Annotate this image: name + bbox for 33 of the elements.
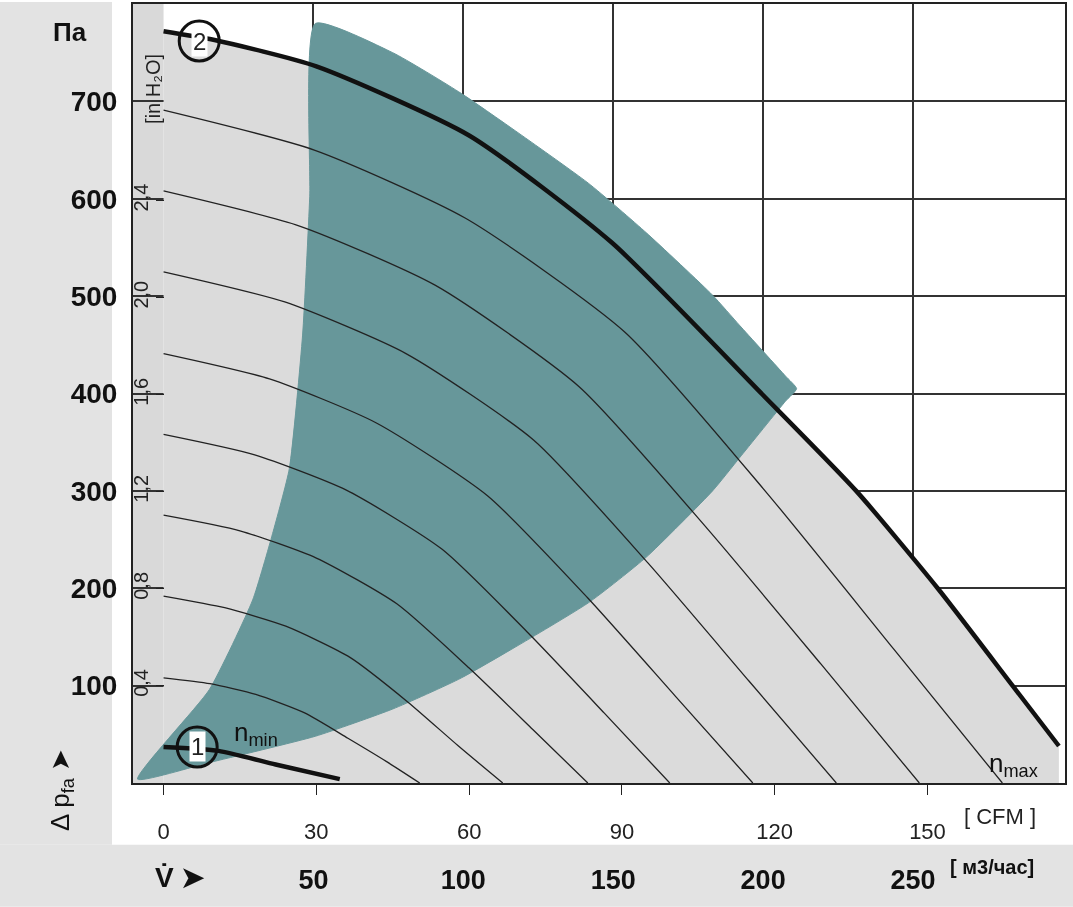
y-tick-label: 300 — [70, 475, 118, 507]
y2-tick-label: 2,4 — [129, 183, 152, 212]
y2-axis-title: [in H₂O] — [142, 53, 165, 124]
x2-axis-title: [ м3/час] — [950, 856, 1035, 878]
x-axis-title: [ CFM ] — [964, 804, 1037, 829]
text: Па — [53, 17, 87, 47]
annotation: 1 — [191, 733, 205, 760]
x-tick-label: 0 — [157, 819, 170, 845]
y2-tick-label: 0,8 — [129, 571, 152, 600]
y2-tick-label: 1,6 — [129, 377, 152, 406]
x-tick-label: 30 — [304, 819, 329, 845]
x-tick-label: 150 — [909, 819, 946, 845]
y-tick-label: 700 — [70, 86, 118, 118]
x-tick-label: 120 — [756, 819, 794, 845]
x2-tick-label: 50 — [298, 865, 329, 895]
annotation: n$_{max}$ — [989, 748, 1038, 782]
y2-tick-label: 0,4 — [129, 669, 152, 697]
x-tick-label: 60 — [456, 819, 482, 845]
annotation: n$_{min}$ — [234, 717, 278, 751]
y-tick-label: 100 — [70, 670, 118, 702]
x2-tick-label: 100 — [440, 865, 486, 895]
x-tick-label: 90 — [609, 819, 635, 845]
y2-tick-label: 2,0 — [129, 280, 152, 309]
x2-tick-label: 150 — [590, 865, 636, 895]
y-tick-label: 400 — [70, 378, 118, 410]
annotation: 2 — [193, 28, 207, 55]
y-tick-label: 600 — [70, 183, 118, 215]
x2-tick-label: 250 — [890, 865, 936, 895]
x2-tick-label: 200 — [740, 865, 786, 895]
y2-tick-label: 1,2 — [129, 474, 152, 503]
y-tick-label: 200 — [70, 573, 118, 605]
y-tick-label: 500 — [70, 280, 118, 312]
text: V̇ ➤ — [155, 862, 206, 893]
